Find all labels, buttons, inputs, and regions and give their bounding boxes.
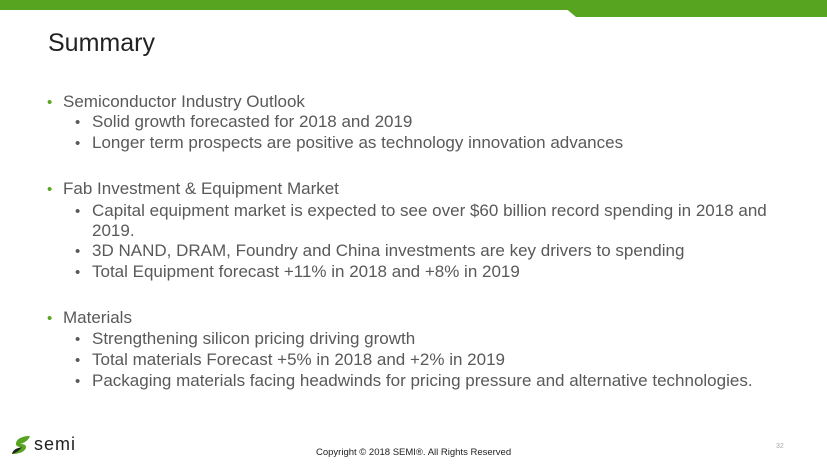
slide-title: Summary [48,29,155,57]
list-item: Packaging materials facing headwinds for… [92,371,753,390]
list-item: Solid growth forecasted for 2018 and 201… [92,112,413,131]
bullet-icon: • [75,352,81,369]
bullet-icon: • [75,135,81,152]
section-heading: Fab Investment & Equipment Market [63,179,339,198]
logo-text: semi [34,434,77,454]
list-item: Total Equipment forecast +11% in 2018 an… [92,262,520,281]
section-heading: Materials [63,308,132,327]
list-item: Total materials Forecast +5% in 2018 and… [92,350,505,369]
list-item-continuation: 2019. [92,221,135,240]
list-item: 3D NAND, DRAM, Foundry and China investm… [92,241,685,260]
list-item: Capital equipment market is expected to … [92,201,767,220]
header-bar [0,0,827,10]
bullet-icon: • [75,114,81,131]
semi-swoosh-icon [12,435,30,454]
semi-logo: semi [10,434,76,455]
list-item: Strengthening silicon pricing driving gr… [92,329,416,348]
section-heading: Semiconductor Industry Outlook [63,92,305,111]
list-item: Longer term prospects are positive as te… [92,133,624,152]
bullet-icon: • [75,243,81,260]
copyright: Copyright © 2018 SEMI®. All Rights Reser… [316,447,512,458]
header-bar-accent [568,0,827,17]
bullet-icon: • [47,181,53,198]
bullet-icon: • [47,94,53,111]
bullet-icon: • [75,203,81,220]
bullet-icon: • [47,310,53,327]
bullet-icon: • [75,331,81,348]
bullet-icon: • [75,373,81,390]
bullet-icon: • [75,264,81,281]
page-number: 32 [776,443,784,450]
